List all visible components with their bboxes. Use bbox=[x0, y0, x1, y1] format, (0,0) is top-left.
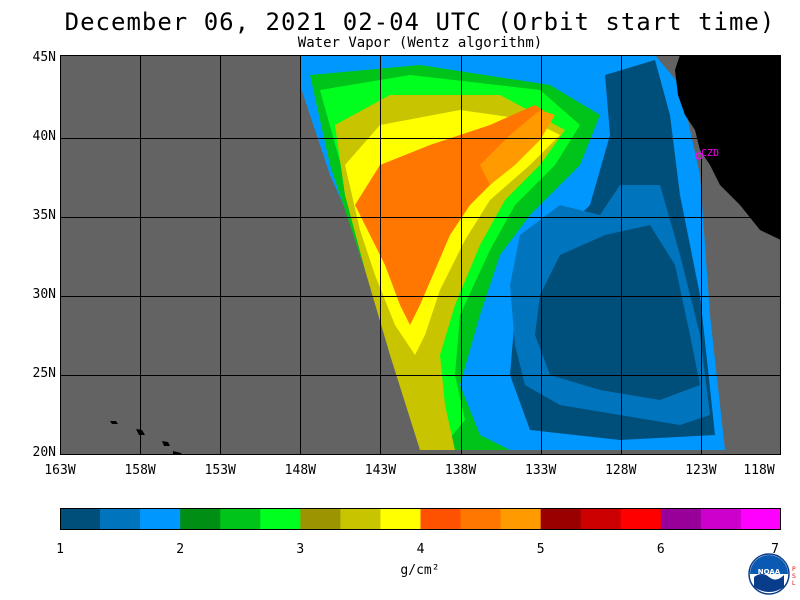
latitude-label: 25N bbox=[32, 366, 56, 381]
longitude-label: 128W bbox=[605, 463, 637, 478]
colorbar-swatch bbox=[660, 508, 702, 530]
latitude-label: 30N bbox=[32, 287, 56, 302]
longitude-label: 148W bbox=[284, 463, 316, 478]
longitude-label: 123W bbox=[685, 463, 717, 478]
swath-band-10 bbox=[480, 110, 555, 185]
colorbar-tick-label: 1 bbox=[56, 542, 64, 557]
colorbar-swatch bbox=[220, 508, 261, 530]
colorbar-tick-label: 2 bbox=[176, 542, 185, 557]
map-border bbox=[60, 55, 781, 455]
colorbar-tick-label: 5 bbox=[536, 542, 545, 557]
station-marker bbox=[695, 152, 703, 160]
latitude-label: 20N bbox=[32, 445, 56, 460]
colorbar-swatch bbox=[140, 508, 181, 530]
colorbar-tick-label: 7 bbox=[771, 542, 779, 557]
longitude-label: 143W bbox=[364, 463, 397, 478]
colorbar-tick-label: 6 bbox=[656, 542, 665, 557]
station-label: CZD bbox=[701, 148, 719, 159]
island-1 bbox=[110, 421, 118, 424]
longitude-label: 138W bbox=[444, 463, 477, 478]
colorbar-swatch bbox=[60, 508, 101, 530]
colorbar-swatch bbox=[180, 508, 221, 530]
longitude-label: 153W bbox=[204, 463, 236, 478]
island-3 bbox=[162, 441, 170, 446]
latitude-label: 45N bbox=[32, 50, 56, 65]
colorbar-swatch bbox=[620, 508, 662, 530]
colorbar-swatch bbox=[420, 508, 462, 530]
longitude-label: 133W bbox=[525, 463, 557, 478]
colorbar-swatch bbox=[740, 508, 781, 530]
colorbar-swatch bbox=[500, 508, 542, 530]
colorbar-swatch bbox=[300, 508, 341, 530]
colorbar-swatch bbox=[380, 508, 422, 530]
colorbar-unit: g/cm² bbox=[400, 563, 440, 578]
map-title: December 06, 2021 02-04 UTC (Orbit start… bbox=[64, 8, 776, 36]
noaa-logo: NOAA bbox=[748, 553, 790, 595]
longitude-label: 118W bbox=[743, 463, 775, 478]
psl-logo-text: P S L bbox=[792, 566, 796, 587]
longitude-label: 158W bbox=[124, 463, 156, 478]
colorbar-swatch bbox=[100, 508, 141, 530]
swath-band-4 bbox=[535, 225, 700, 400]
lat-lon-grid bbox=[60, 55, 781, 455]
water-vapor-map: CZD bbox=[60, 55, 781, 455]
latitude-label: 35N bbox=[32, 208, 56, 223]
colorbar-swatch bbox=[460, 508, 502, 530]
colorbar-tick-label: 3 bbox=[296, 542, 305, 557]
colorbar-swatch bbox=[260, 508, 301, 530]
colorbar-tick-label: 4 bbox=[416, 542, 425, 557]
latitude-label: 40N bbox=[32, 129, 56, 144]
colorbar-swatch bbox=[580, 508, 622, 530]
map-subtitle: Water Vapor (Wentz algorithm) bbox=[297, 35, 543, 51]
colorbar-swatch bbox=[340, 508, 382, 530]
colorbar-swatch bbox=[700, 508, 742, 530]
noaa-logo-text: NOAA bbox=[758, 568, 781, 576]
longitude-label: 163W bbox=[44, 463, 76, 478]
colorbar bbox=[60, 508, 781, 530]
colorbar-swatch bbox=[540, 508, 582, 530]
